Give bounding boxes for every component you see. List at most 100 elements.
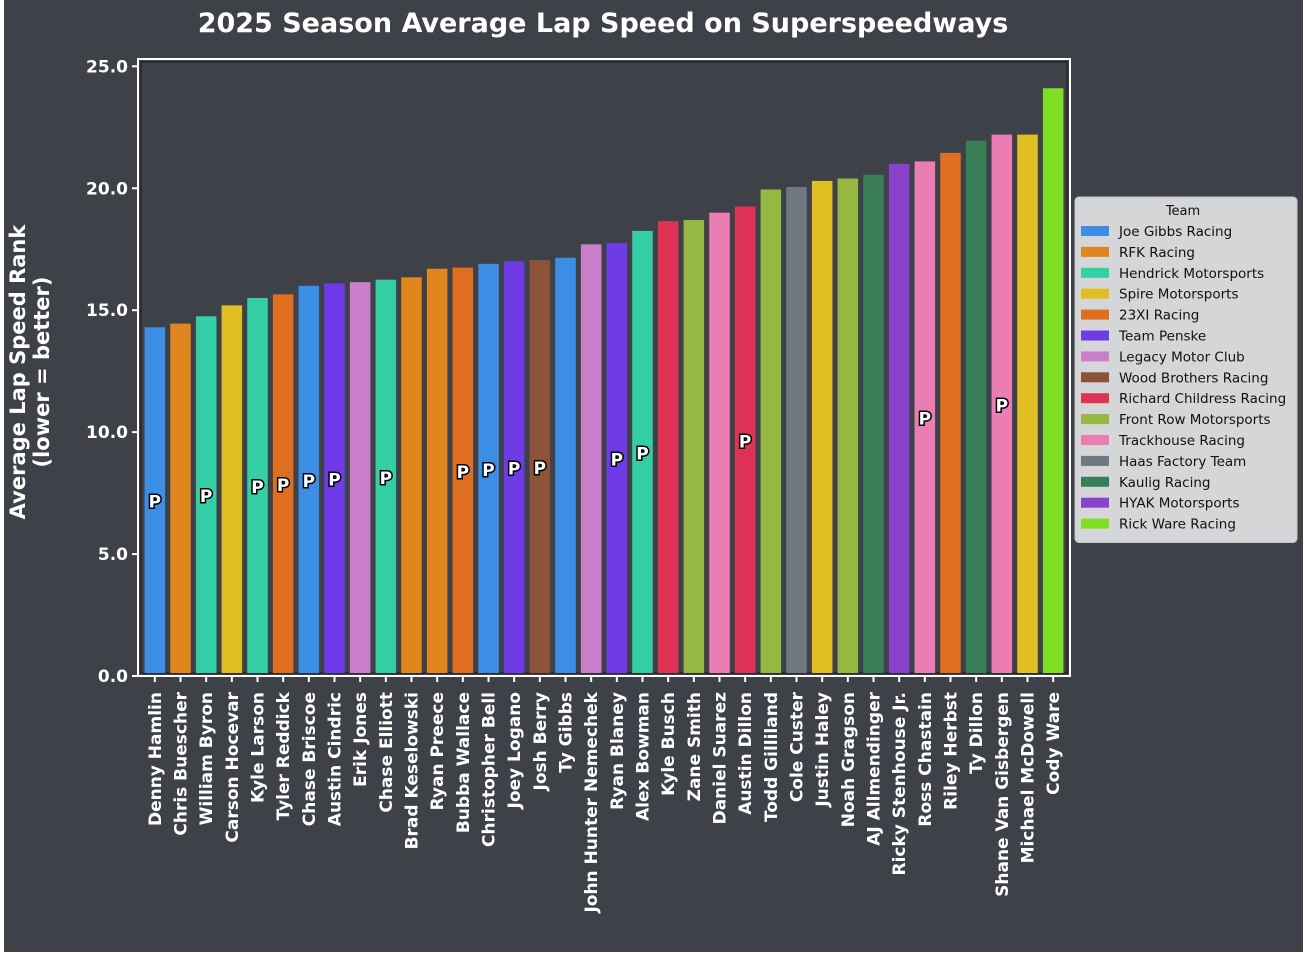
y-tick-label: 15.0	[86, 301, 128, 321]
pole-marker: P	[482, 461, 494, 481]
x-tick-label: Kyle Larson	[249, 692, 269, 803]
pole-marker: P	[149, 493, 161, 513]
legend-swatch	[1081, 246, 1109, 257]
x-tick-label: Ross Chastain	[916, 692, 936, 827]
legend-swatch	[1081, 372, 1109, 383]
bar	[349, 282, 371, 673]
legend-label: Kaulig Racing	[1119, 475, 1210, 491]
bar	[221, 305, 243, 673]
legend-label: Team Penske	[1118, 329, 1206, 345]
y-tick-label: 0.0	[98, 667, 128, 687]
bar	[734, 206, 756, 674]
x-tick-label: Chase Briscoe	[300, 692, 320, 826]
bar	[837, 178, 859, 673]
bar	[195, 316, 217, 673]
x-tick-label: Alex Bowman	[634, 692, 654, 821]
x-tick-label: Zane Smith	[685, 692, 705, 801]
legend-label: Joe Gibbs Racing	[1118, 224, 1232, 240]
x-tick-label: Riley Herbst	[942, 692, 962, 810]
x-tick-label: AJ Allmendinger	[865, 691, 885, 845]
bar	[144, 327, 166, 673]
pole-marker: P	[380, 469, 392, 489]
x-tick-label: Daniel Suarez	[711, 692, 731, 825]
bar	[529, 260, 551, 673]
x-tick-label: Ricky Stenhouse Jr.	[890, 692, 910, 876]
bar	[965, 140, 987, 673]
legend-swatch	[1081, 435, 1109, 445]
legend-label: Hendrick Motorsports	[1119, 266, 1264, 282]
x-tick-label: John Hunter Nemechek	[582, 691, 602, 913]
bar	[632, 230, 653, 673]
bar	[863, 174, 884, 674]
legend-swatch	[1081, 497, 1109, 508]
x-tick-label: Denny Hamlin	[146, 692, 166, 826]
bar	[786, 187, 807, 673]
x-tick-label: Bubba Wallace	[454, 692, 474, 833]
pole-marker: P	[739, 432, 751, 452]
legend-box	[1074, 196, 1298, 543]
y-axis-label: Average Lap Speed Rank (lower = better)	[6, 224, 54, 520]
bar	[580, 244, 602, 673]
x-tick-label: Noah Gragson	[839, 692, 859, 827]
legend-label: HYAK Motorsports	[1119, 496, 1239, 512]
bar	[811, 180, 833, 673]
bar	[452, 267, 474, 673]
y-axis-label-line: Average Lap Speed Rank	[6, 224, 30, 520]
legend-label: Richard Childress Racing	[1119, 391, 1286, 407]
legend-swatch	[1081, 351, 1109, 362]
bar	[503, 261, 525, 673]
pole-marker: P	[534, 459, 546, 479]
x-tick-label: Ryan Preece	[428, 692, 448, 810]
legend-swatch	[1081, 309, 1109, 320]
bar	[375, 279, 397, 673]
bar	[478, 263, 499, 673]
x-tick-label: Ryan Blaney	[608, 692, 628, 810]
bar	[940, 152, 961, 674]
bar	[914, 161, 936, 673]
x-tick-label: Justin Haley	[813, 692, 833, 808]
bar	[657, 221, 679, 673]
x-tick-label: Ty Gibbs	[557, 692, 577, 773]
legend-label: Wood Brothers Racing	[1119, 370, 1268, 386]
bar	[170, 323, 191, 673]
legend-title: Team	[1165, 204, 1200, 219]
bar	[683, 219, 705, 673]
x-tick-label: Brad Keselowski	[403, 692, 423, 849]
x-tick-label: Tyler Reddick	[274, 691, 294, 820]
bar	[606, 243, 628, 673]
legend-label: Spire Motorsports	[1119, 287, 1239, 303]
pole-marker: P	[277, 476, 289, 496]
legend-swatch	[1081, 267, 1109, 278]
legend-swatch	[1081, 414, 1109, 425]
bar	[760, 189, 782, 673]
pole-marker: P	[996, 396, 1008, 416]
legend: Team Joe Gibbs Racing RFK Racing Hendrick M…	[1074, 196, 1298, 543]
legend-label: Haas Factory Team	[1119, 454, 1246, 470]
x-tick-label: Chris Buescher	[172, 691, 192, 835]
x-tick-label: Shane Van Gisbergen	[993, 692, 1013, 897]
pole-marker: P	[200, 487, 212, 507]
pole-marker: P	[457, 463, 469, 483]
bar	[272, 294, 294, 673]
legend-label: Legacy Motor Club	[1119, 349, 1245, 365]
legend-label: Front Row Motorsports	[1119, 412, 1271, 428]
x-tick-label: Michael McDowell	[1019, 692, 1039, 863]
bar	[1042, 88, 1064, 673]
legend-label: Rick Ware Racing	[1119, 517, 1236, 533]
legend-swatch	[1081, 518, 1109, 529]
legend-label: Trackhouse Racing	[1118, 433, 1245, 449]
x-tick-label: William Byron	[197, 692, 217, 825]
legend-label: RFK Racing	[1119, 245, 1195, 261]
legend-label: 23XI Racing	[1119, 308, 1199, 324]
bar	[298, 285, 320, 673]
x-tick-label: Christopher Bell	[480, 692, 500, 847]
x-tick-label: Austin Dillon	[736, 692, 756, 815]
pole-marker: P	[508, 460, 520, 480]
x-tick-label: Josh Berry	[531, 692, 551, 791]
bar	[426, 268, 448, 673]
y-tick-label: 25.0	[86, 57, 128, 77]
x-tick-label: Austin Cindric	[326, 692, 346, 826]
x-tick-label: Chase Elliott	[377, 692, 397, 813]
bar	[401, 277, 422, 673]
